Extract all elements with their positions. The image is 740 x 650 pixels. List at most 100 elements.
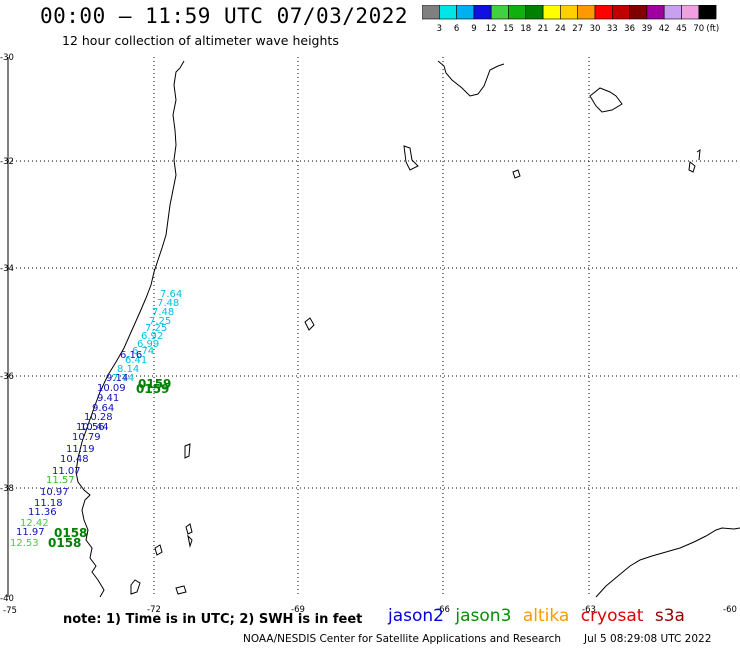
lon-label: -69	[291, 605, 305, 615]
legend-cryosat: cryosat	[580, 606, 644, 626]
colorbar-unit: (ft)	[706, 24, 719, 34]
swh-value: 12.53	[10, 538, 39, 549]
lake-2	[175, 585, 187, 595]
swh-value: 10.56	[76, 422, 105, 433]
swh-value: 11.97	[16, 527, 45, 538]
swh-value: 7.48	[157, 298, 179, 309]
lat-label: -30	[0, 53, 14, 63]
credit-text: NOAA/NESDIS Center for Satellite Applica…	[243, 633, 561, 645]
legend-altika: altika	[522, 606, 570, 626]
swh-value: 11.36	[28, 507, 57, 518]
legend-s3a: s3a	[654, 606, 685, 626]
colorbar-label: 21	[538, 24, 549, 34]
colorbar-label: 12	[486, 24, 497, 34]
island-chiloe-1	[130, 579, 141, 595]
island-small-2	[187, 534, 193, 548]
lat-label: -32	[0, 157, 14, 167]
colorbar-swatch	[525, 5, 544, 20]
swh-value: 10.09	[97, 383, 126, 394]
island-small-1	[185, 523, 193, 535]
swh-value: 7.25	[149, 316, 171, 327]
colorbar-swatch	[646, 5, 665, 20]
colorbar-swatch	[438, 5, 457, 20]
colorbar-swatch	[681, 5, 700, 20]
swh-value: 10.97	[40, 487, 69, 498]
swh-value: 10.79	[72, 432, 101, 443]
swh-value: 6.41	[125, 355, 147, 366]
pass-time: 0158	[54, 526, 87, 540]
coast-east-2	[696, 148, 701, 161]
page-title: 00:00 – 11:59 UTC 07/03/2022	[40, 4, 409, 28]
colorbar-swatch	[456, 5, 475, 20]
swh-value: 10.28	[84, 412, 113, 423]
coast-uruguay	[589, 87, 623, 113]
swh-value: 10.48	[60, 454, 89, 465]
lat-label: -40	[0, 594, 14, 604]
colorbar-swatch	[542, 5, 561, 20]
swh-value: 11.57	[46, 475, 75, 486]
lon-label: -75	[3, 606, 17, 616]
colorbar-swatch	[490, 5, 509, 20]
swh-value: 6.16	[120, 350, 142, 361]
swh-value: 7.48	[152, 307, 174, 318]
colorbar-labels: 3 6 9 12 15 18 21 24 27 30 33 36 39 42 45 70 (ft)	[437, 24, 720, 34]
colorbar-swatch	[508, 5, 527, 20]
colorbar-label: 45	[676, 24, 687, 34]
colorbar-swatch	[594, 5, 613, 20]
lon-axis-labels: -75 -72 -69 -66 -63 -60	[3, 605, 737, 616]
bay-rio-de-la-plata	[437, 60, 505, 97]
colorbar-label: 15	[503, 24, 514, 34]
colorbar-label: 30	[590, 24, 601, 34]
lake-5	[512, 169, 521, 179]
colorbar-label: 9	[471, 24, 476, 34]
page-subtitle: 12 hour collection of altimeter wave hei…	[62, 33, 339, 48]
colorbar-swatch	[422, 5, 440, 20]
colorbar: 3 6 9 12 15 18 21 24 27 30 33 36 39 42 45 70 (ft)	[422, 5, 720, 34]
note-text: note: 1) Time is in UTC; 2) SWH is in fe…	[63, 612, 363, 627]
coastlines	[75, 60, 740, 598]
pass-time: 0159	[138, 377, 171, 391]
swh-value: 9.41	[97, 393, 119, 404]
swh-value: 12.42	[20, 518, 49, 529]
legend-jason3: jason3	[455, 606, 512, 626]
colorbar-swatch	[663, 5, 682, 20]
lon-label: -63	[582, 605, 596, 615]
wave-height-labels: 7.64 7.48 7.48 7.25 7.25 6.92 6.99 6.74 …	[10, 289, 182, 549]
lon-label: -72	[147, 605, 161, 615]
swh-value: 11.19	[66, 444, 95, 455]
swh-value: 8.14	[117, 364, 139, 375]
lon-label: -66	[436, 605, 450, 615]
colorbar-swatch	[473, 5, 492, 20]
swh-value: 10.44	[80, 422, 109, 433]
timestamp: Jul 5 08:29:08 UTC 2022	[584, 633, 712, 645]
time-labels: 0159 0159 0158 0158	[48, 377, 171, 550]
colorbar-swatch	[612, 5, 630, 20]
pass-time: 0159	[136, 382, 169, 396]
island-chiloe-2	[154, 544, 163, 556]
swh-value: 9.64	[92, 403, 114, 414]
lake-3	[304, 317, 315, 331]
lon-label: -60	[723, 605, 737, 615]
lake-1	[184, 443, 191, 459]
satellite-legend: jason2 jason3 altika cryosat s3a	[388, 606, 691, 626]
colorbar-label: 27	[572, 24, 583, 34]
swh-value: 11.07	[52, 466, 81, 477]
chile-coastline	[75, 60, 185, 598]
swh-value: 9.14	[106, 373, 128, 384]
colorbar-label: 42	[659, 24, 670, 34]
colorbar-label: 70	[693, 24, 704, 34]
pass-time: 0158	[48, 536, 81, 550]
swh-value: 6.74	[132, 346, 154, 357]
colorbar-label: 6	[454, 24, 459, 34]
swh-value: 11.18	[34, 498, 63, 509]
lat-axis-labels: -30 -32 -34 -36 -38 -40	[0, 53, 14, 604]
colorbar-label: 33	[607, 24, 618, 34]
lat-label: -38	[0, 484, 14, 494]
colorbar-swatch	[577, 5, 596, 20]
swh-value: 6.99	[137, 339, 159, 350]
swh-value: 7.25	[145, 323, 167, 334]
colorbar-label: 39	[641, 24, 652, 34]
colorbar-swatch	[698, 5, 717, 20]
colorbar-swatches	[422, 5, 717, 20]
legend-jason2: jason2	[388, 606, 444, 626]
